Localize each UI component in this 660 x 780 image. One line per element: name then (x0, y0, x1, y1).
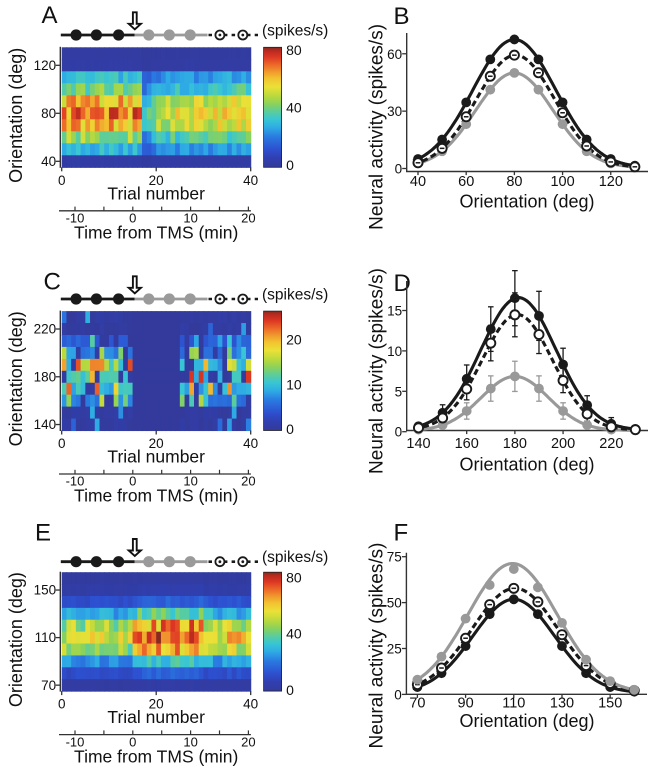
svg-text:120: 120 (599, 174, 623, 190)
svg-text:120: 120 (34, 58, 57, 73)
svg-text:B: B (394, 3, 410, 30)
svg-text:40: 40 (243, 436, 258, 451)
svg-text:0: 0 (129, 474, 136, 489)
svg-text:80: 80 (41, 106, 56, 121)
svg-text:20: 20 (149, 173, 164, 188)
svg-text:10: 10 (183, 474, 197, 489)
svg-text:60: 60 (458, 174, 474, 190)
svg-text:90: 90 (458, 695, 474, 711)
svg-text:180: 180 (503, 436, 527, 452)
svg-text:200: 200 (551, 436, 575, 452)
svg-text:Orientation (deg): Orientation (deg) (459, 711, 594, 731)
svg-text:50: 50 (387, 596, 402, 611)
svg-text:40: 40 (286, 100, 302, 116)
svg-text:30: 30 (387, 104, 402, 119)
svg-text:Neural activity (spikes/s): Neural activity (spikes/s) (367, 24, 388, 230)
svg-text:40: 40 (243, 697, 258, 712)
svg-text:80: 80 (286, 569, 302, 585)
svg-text:0: 0 (129, 211, 136, 226)
svg-text:0: 0 (286, 682, 294, 698)
svg-text:70: 70 (409, 695, 425, 711)
svg-text:150: 150 (34, 583, 57, 598)
svg-text:0: 0 (58, 436, 66, 451)
svg-text:25: 25 (387, 642, 402, 657)
svg-text:75: 75 (387, 550, 402, 565)
svg-text:70: 70 (41, 678, 56, 693)
svg-text:40: 40 (286, 626, 302, 642)
svg-text:0: 0 (286, 421, 294, 437)
svg-text:130: 130 (550, 695, 574, 711)
svg-text:Time from TMS (min): Time from TMS (min) (74, 746, 238, 766)
svg-text:80: 80 (506, 174, 522, 190)
svg-text:10: 10 (387, 344, 402, 359)
svg-text:E: E (35, 520, 51, 547)
svg-text:Orientation (deg): Orientation (deg) (6, 311, 26, 446)
svg-text:40: 40 (41, 154, 56, 169)
svg-text:C: C (44, 269, 61, 296)
svg-text:-10: -10 (66, 734, 85, 749)
svg-text:Trial number: Trial number (107, 707, 205, 727)
svg-text:Time from TMS (min): Time from TMS (min) (74, 223, 238, 243)
svg-text:20: 20 (241, 734, 255, 749)
svg-text:0: 0 (58, 697, 66, 712)
svg-text:-10: -10 (66, 211, 85, 226)
svg-text:40: 40 (410, 174, 426, 190)
svg-text:F: F (394, 520, 409, 547)
svg-text:(spikes/s): (spikes/s) (262, 287, 328, 304)
svg-text:0: 0 (58, 173, 66, 188)
svg-text:0: 0 (286, 157, 294, 173)
svg-text:(spikes/s): (spikes/s) (262, 549, 328, 566)
svg-text:10: 10 (183, 211, 197, 226)
svg-text:20: 20 (149, 436, 164, 451)
svg-text:5: 5 (395, 384, 403, 399)
svg-text:0: 0 (129, 734, 136, 749)
svg-text:20: 20 (241, 474, 255, 489)
svg-text:Orientation (deg): Orientation (deg) (459, 192, 594, 212)
svg-text:20: 20 (241, 211, 255, 226)
svg-text:80: 80 (286, 42, 302, 58)
svg-text:0: 0 (395, 425, 403, 440)
svg-text:-10: -10 (66, 474, 85, 489)
svg-text:A: A (42, 2, 58, 29)
svg-text:Trial number: Trial number (107, 183, 205, 203)
svg-text:20: 20 (286, 332, 302, 348)
svg-text:Time from TMS (min): Time from TMS (min) (74, 486, 238, 506)
svg-text:10: 10 (286, 377, 302, 393)
svg-text:Neural activity (spikes/s): Neural activity (spikes/s) (367, 543, 388, 749)
svg-text:60: 60 (387, 47, 402, 62)
svg-text:110: 110 (502, 695, 525, 711)
svg-text:100: 100 (550, 174, 574, 190)
svg-text:D: D (394, 270, 411, 297)
svg-text:20: 20 (149, 697, 164, 712)
svg-text:220: 220 (599, 436, 623, 452)
svg-text:0: 0 (395, 162, 403, 177)
svg-text:140: 140 (406, 436, 430, 452)
svg-text:Orientation (deg): Orientation (deg) (459, 455, 594, 475)
svg-text:220: 220 (34, 322, 57, 337)
svg-text:Orientation (deg): Orientation (deg) (6, 48, 26, 183)
svg-text:10: 10 (183, 734, 197, 749)
svg-text:140: 140 (34, 417, 57, 432)
svg-text:40: 40 (243, 173, 258, 188)
svg-text:0: 0 (394, 687, 402, 702)
svg-text:Neural activity (spikes/s): Neural activity (spikes/s) (367, 268, 388, 474)
svg-text:150: 150 (598, 695, 622, 711)
svg-text:110: 110 (35, 630, 57, 645)
svg-text:180: 180 (34, 369, 57, 384)
svg-text:15: 15 (387, 304, 402, 319)
svg-text:160: 160 (455, 436, 479, 452)
svg-text:Orientation (deg): Orientation (deg) (6, 572, 26, 707)
svg-text:Trial number: Trial number (107, 447, 205, 467)
svg-text:(spikes/s): (spikes/s) (262, 23, 328, 40)
